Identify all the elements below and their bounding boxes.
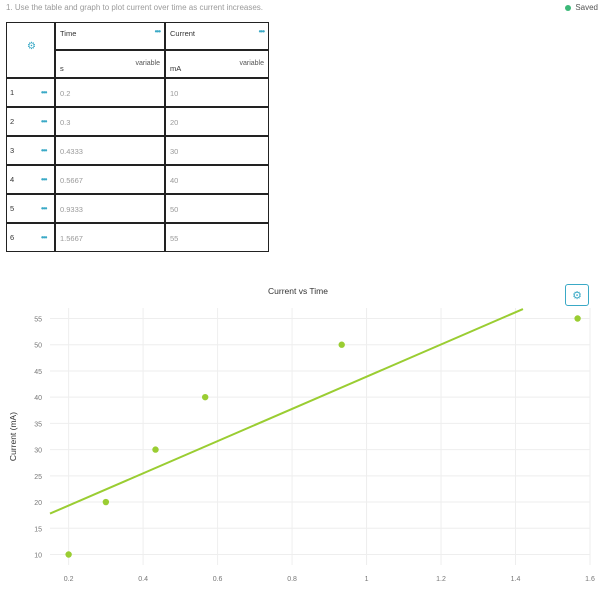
row-number: 5 bbox=[10, 204, 15, 213]
column-unit-time[interactable]: s variable bbox=[55, 50, 165, 78]
table-cell-current[interactable]: 40 bbox=[165, 165, 269, 194]
cell-value-current: 20 bbox=[170, 118, 179, 127]
gear-icon: ⚙ bbox=[572, 289, 582, 302]
table-cell-current[interactable]: 50 bbox=[165, 194, 269, 223]
table-cell-time[interactable]: 0.5667 bbox=[55, 165, 165, 194]
y-tick-label: 50 bbox=[34, 343, 42, 350]
x-tick-label: 1.2 bbox=[436, 576, 446, 583]
table-cell-time[interactable]: 0.4333 bbox=[55, 136, 165, 165]
table-cell-time[interactable]: 1.5667 bbox=[55, 223, 165, 252]
cell-value-time: 0.5667 bbox=[60, 176, 83, 185]
y-tick-label: 40 bbox=[34, 395, 42, 402]
x-tick-label: 0.6 bbox=[213, 576, 223, 583]
type-label-current: variable bbox=[239, 60, 264, 67]
row-number: 4 bbox=[10, 175, 15, 184]
data-points bbox=[65, 315, 581, 558]
table-cell-time[interactable]: 0.9333 bbox=[55, 194, 165, 223]
row-menu-icon[interactable]: ••• bbox=[41, 88, 47, 97]
data-point bbox=[201, 393, 209, 401]
data-point bbox=[65, 551, 72, 558]
save-status-label: Saved bbox=[575, 3, 598, 12]
row-header[interactable]: 2 ••• bbox=[6, 107, 55, 136]
y-axis-label: Current (mA) bbox=[8, 412, 18, 461]
row-header[interactable]: 3 ••• bbox=[6, 136, 55, 165]
row-header[interactable]: 5 ••• bbox=[6, 194, 55, 223]
y-tick-label: 35 bbox=[34, 421, 42, 428]
column-header-current[interactable]: Current ••• bbox=[165, 22, 269, 50]
unit-label-time: s bbox=[60, 64, 64, 73]
y-tick-label: 25 bbox=[34, 474, 42, 481]
column-name-time: Time bbox=[60, 29, 77, 38]
x-tick-label: 1 bbox=[365, 576, 369, 583]
cell-value-current: 30 bbox=[170, 147, 179, 156]
column-name-current: Current bbox=[170, 29, 196, 38]
row-menu-icon[interactable]: ••• bbox=[41, 233, 47, 242]
row-menu-icon[interactable]: ••• bbox=[41, 204, 47, 213]
y-tick-label: 30 bbox=[34, 448, 42, 455]
column-menu-icon-time[interactable]: ••• bbox=[154, 27, 161, 36]
save-status: Saved bbox=[565, 3, 598, 12]
column-unit-current[interactable]: mA variable bbox=[165, 50, 269, 78]
cell-value-time: 0.2 bbox=[60, 89, 71, 98]
row-header[interactable]: 1 ••• bbox=[6, 78, 55, 107]
cell-value-current: 40 bbox=[170, 176, 179, 185]
table-cell-current[interactable]: 20 bbox=[165, 107, 269, 136]
y-tick-label: 10 bbox=[34, 553, 42, 560]
row-header[interactable]: 4 ••• bbox=[6, 165, 55, 194]
current-vs-time-chart: Current vs Time 10 15 20 25 30 35 40 45 50 55 0.2… bbox=[8, 286, 595, 583]
row-number: 2 bbox=[10, 117, 15, 126]
unit-label-current: mA bbox=[170, 64, 182, 73]
chart-title: Current vs Time bbox=[268, 286, 328, 296]
x-axis-ticks: 0.2 0.4 0.6 0.8 1 1.2 1.4 1.6 bbox=[64, 576, 595, 583]
y-tick-label: 20 bbox=[34, 500, 42, 507]
table-cell-time[interactable]: 0.3 bbox=[55, 107, 165, 136]
question-text: 1. Use the table and graph to plot curre… bbox=[6, 3, 264, 12]
cell-value-time: 0.3 bbox=[60, 118, 71, 127]
status-dot-icon bbox=[565, 4, 572, 11]
table-cell-time[interactable]: 0.2 bbox=[55, 78, 165, 107]
x-tick-label: 1.6 bbox=[585, 576, 595, 583]
row-number: 6 bbox=[10, 233, 15, 242]
column-header-time[interactable]: Time ••• bbox=[55, 22, 165, 50]
x-tick-label: 0.8 bbox=[287, 576, 297, 583]
type-label-time: variable bbox=[135, 60, 160, 67]
table-cell-current[interactable]: 55 bbox=[165, 223, 269, 252]
row-menu-icon[interactable]: ••• bbox=[41, 175, 47, 184]
data-point bbox=[338, 341, 345, 348]
row-menu-icon[interactable]: ••• bbox=[41, 117, 47, 126]
chart-settings-button[interactable]: ⚙ bbox=[565, 284, 589, 306]
cell-value-time: 0.9333 bbox=[60, 205, 83, 214]
table-settings-cell[interactable]: ⚙ bbox=[6, 22, 55, 78]
data-point bbox=[152, 446, 159, 453]
table-cell-current[interactable]: 10 bbox=[165, 78, 269, 107]
x-tick-label: 0.2 bbox=[64, 576, 74, 583]
column-menu-icon-current[interactable]: ••• bbox=[258, 27, 265, 36]
row-number: 1 bbox=[10, 88, 15, 97]
y-tick-label: 45 bbox=[34, 369, 42, 376]
row-menu-icon[interactable]: ••• bbox=[41, 146, 47, 155]
cell-value-current: 55 bbox=[170, 234, 179, 243]
cell-value-current: 10 bbox=[170, 89, 179, 98]
cell-value-time: 1.5667 bbox=[60, 234, 83, 243]
x-tick-label: 0.4 bbox=[138, 576, 148, 583]
row-header[interactable]: 6 ••• bbox=[6, 223, 55, 252]
y-tick-label: 55 bbox=[34, 316, 42, 323]
y-axis-ticks: 10 15 20 25 30 35 40 45 50 55 bbox=[34, 316, 42, 559]
cell-value-time: 0.4333 bbox=[60, 147, 83, 156]
table-cell-current[interactable]: 30 bbox=[165, 136, 269, 165]
cell-value-current: 50 bbox=[170, 205, 179, 214]
fit-line bbox=[49, 308, 524, 515]
fit-line-group bbox=[49, 308, 524, 515]
x-tick-label: 1.4 bbox=[511, 576, 521, 583]
row-number: 3 bbox=[10, 146, 15, 155]
data-point bbox=[102, 498, 110, 506]
chart-grid bbox=[50, 308, 591, 565]
data-point bbox=[574, 315, 581, 322]
gear-icon[interactable]: ⚙ bbox=[27, 41, 36, 52]
y-tick-label: 15 bbox=[34, 526, 42, 533]
